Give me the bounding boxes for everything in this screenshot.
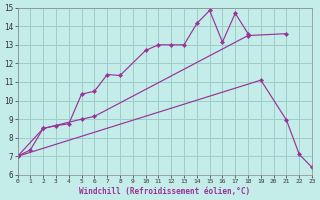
X-axis label: Windchill (Refroidissement éolien,°C): Windchill (Refroidissement éolien,°C)	[79, 187, 250, 196]
